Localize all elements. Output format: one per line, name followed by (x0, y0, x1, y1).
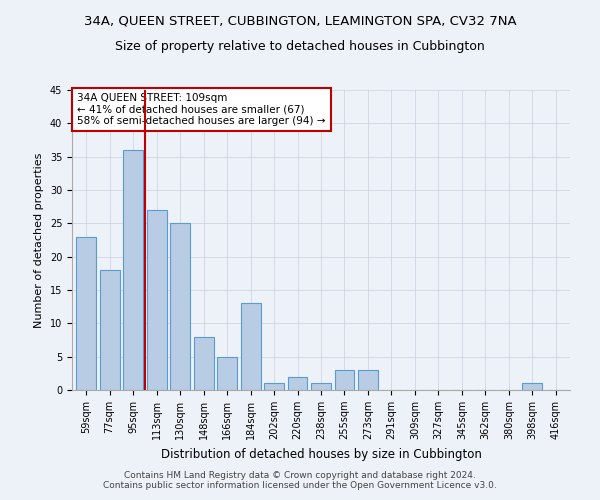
Text: Size of property relative to detached houses in Cubbington: Size of property relative to detached ho… (115, 40, 485, 53)
X-axis label: Distribution of detached houses by size in Cubbington: Distribution of detached houses by size … (161, 448, 481, 460)
Y-axis label: Number of detached properties: Number of detached properties (34, 152, 44, 328)
Text: 34A, QUEEN STREET, CUBBINGTON, LEAMINGTON SPA, CV32 7NA: 34A, QUEEN STREET, CUBBINGTON, LEAMINGTO… (83, 15, 517, 28)
Bar (335, 370, 355, 390)
Bar (217, 356, 237, 390)
Bar (264, 384, 284, 390)
Bar (523, 384, 542, 390)
Bar (311, 384, 331, 390)
Bar (100, 270, 119, 390)
Bar (146, 210, 167, 390)
Bar (358, 370, 378, 390)
Text: 34A QUEEN STREET: 109sqm
← 41% of detached houses are smaller (67)
58% of semi-d: 34A QUEEN STREET: 109sqm ← 41% of detach… (77, 93, 325, 126)
Bar (194, 336, 214, 390)
Bar (76, 236, 96, 390)
Bar (123, 150, 143, 390)
Bar (241, 304, 260, 390)
Bar (287, 376, 307, 390)
Text: Contains HM Land Registry data © Crown copyright and database right 2024.
Contai: Contains HM Land Registry data © Crown c… (103, 470, 497, 490)
Bar (170, 224, 190, 390)
